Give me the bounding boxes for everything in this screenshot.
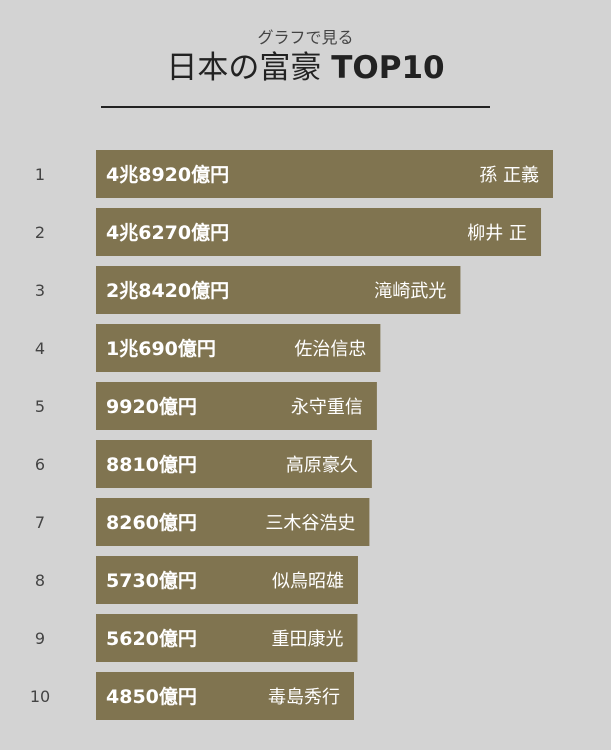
bar [96, 556, 358, 604]
chart-title: 日本の富豪 TOP10 [0, 48, 611, 88]
value-label: 5730億円 [106, 569, 197, 592]
name-label: 重田康光 [271, 629, 343, 650]
value-label: 8260億円 [106, 511, 197, 534]
name-label: 永守重信 [291, 397, 363, 418]
value-label: 2兆8420億円 [106, 279, 229, 302]
bar [96, 208, 542, 256]
bar [96, 324, 381, 372]
rank-label: 3 [35, 281, 45, 300]
rank-label: 6 [35, 455, 45, 474]
rank-label: 7 [35, 513, 45, 532]
name-label: 佐治信忠 [294, 339, 366, 360]
value-label: 9920億円 [106, 395, 197, 418]
value-label: 1兆690億円 [106, 337, 216, 360]
bar [96, 498, 370, 546]
rank-label: 9 [35, 629, 45, 648]
bar [96, 266, 461, 314]
rank-label: 4 [35, 339, 45, 358]
rank-label: 2 [35, 223, 45, 242]
name-label: 滝崎武光 [374, 281, 446, 302]
name-label: 柳井 正 [467, 223, 527, 244]
rank-label: 1 [35, 165, 45, 184]
chart-subtitle: グラフで見る [257, 28, 354, 47]
name-label: 三木谷浩史 [265, 513, 355, 534]
bar [96, 150, 553, 198]
value-label: 4兆6270億円 [106, 221, 229, 244]
value-label: 4兆8920億円 [106, 163, 229, 186]
bar [96, 382, 377, 430]
name-label: 孫 正義 [479, 165, 539, 186]
name-label: 高原豪久 [286, 455, 358, 476]
value-label: 8810億円 [106, 453, 197, 476]
rank-label: 5 [35, 397, 45, 416]
rank-label: 10 [30, 687, 50, 706]
name-label: 似鳥昭雄 [272, 571, 344, 592]
title-underline [101, 106, 490, 108]
value-label: 5620億円 [106, 627, 197, 650]
bar [96, 672, 354, 720]
bar [96, 440, 372, 488]
rank-label: 8 [35, 571, 45, 590]
bar [96, 614, 358, 662]
title-top: TOP10 [331, 50, 445, 86]
value-label: 4850億円 [106, 685, 197, 708]
name-label: 毒島秀行 [268, 687, 340, 708]
title-main: 日本の富豪 [166, 50, 322, 86]
